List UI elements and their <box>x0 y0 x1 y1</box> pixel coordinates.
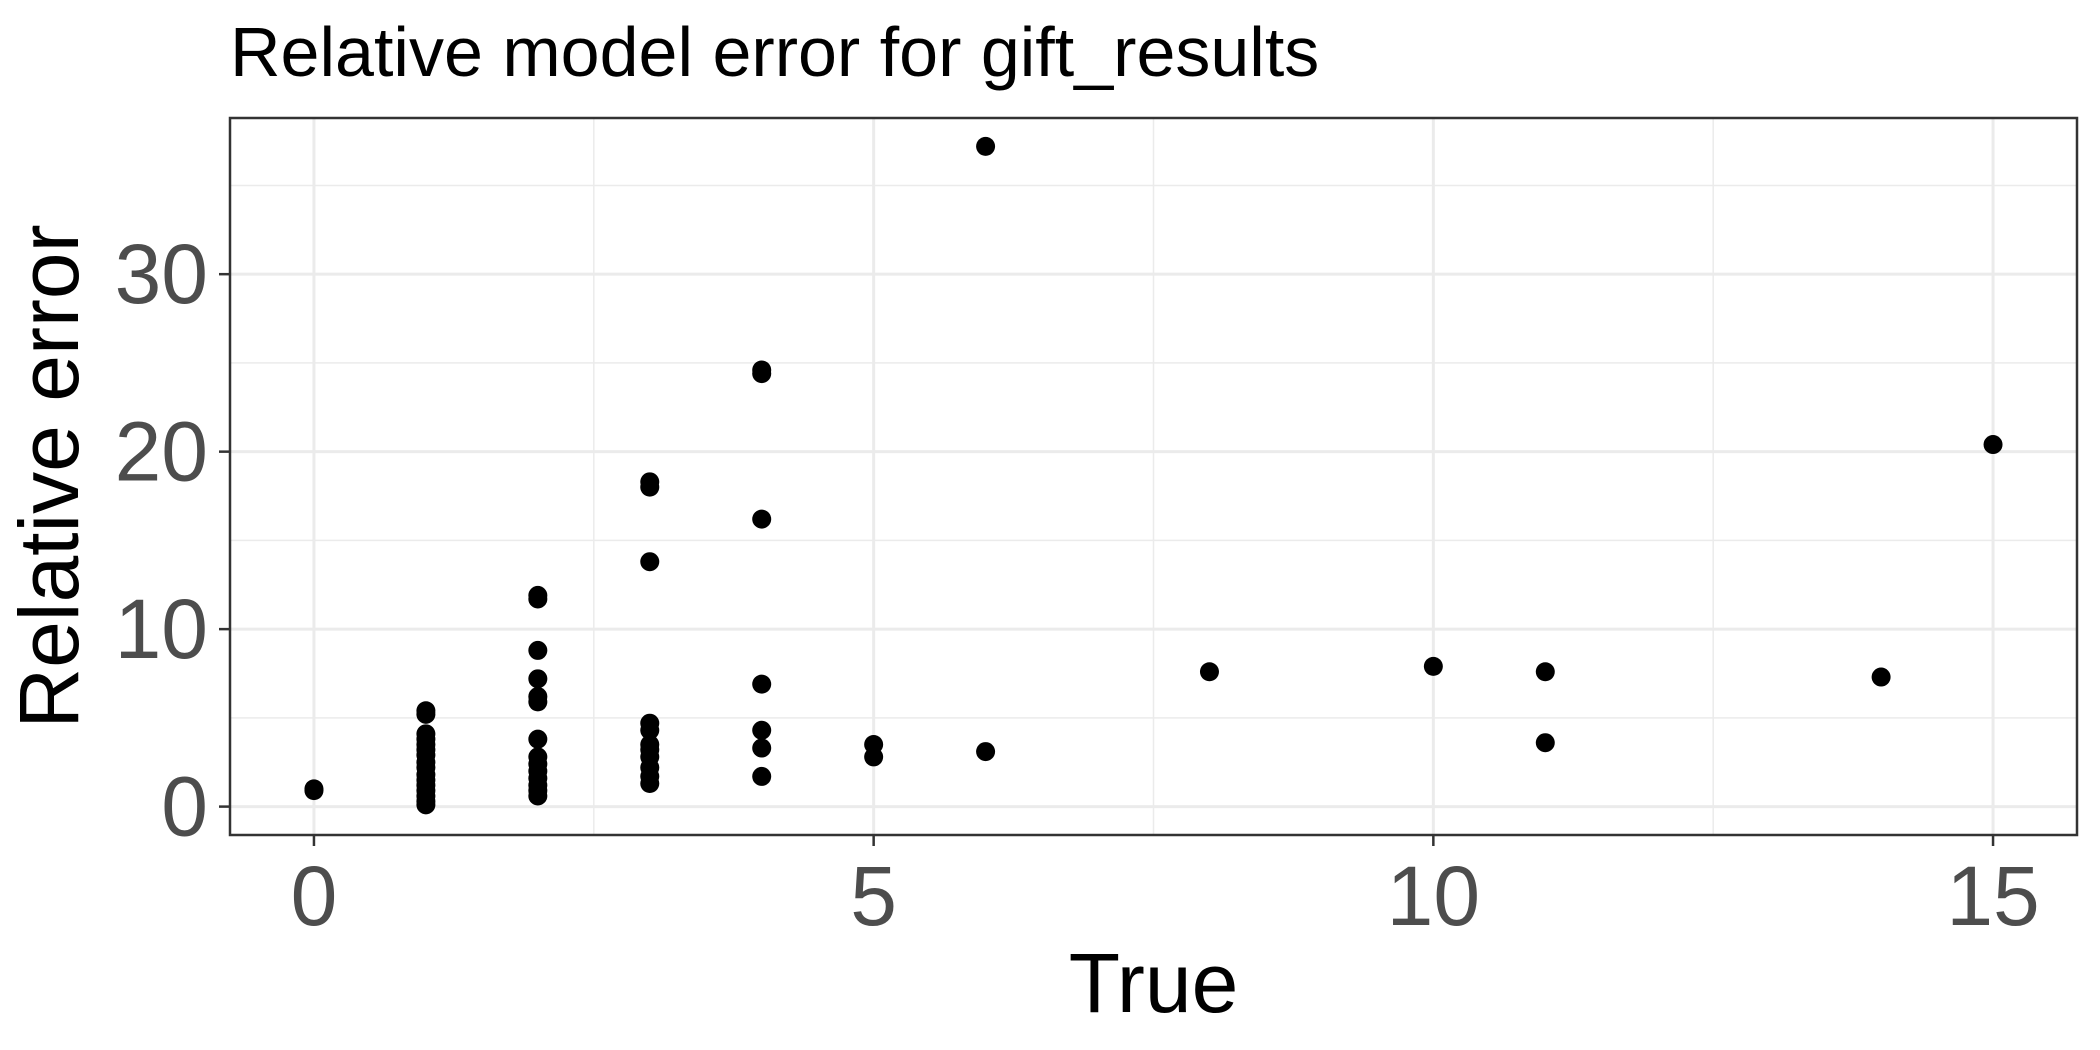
x-tick-label: 5 <box>850 849 897 943</box>
data-point <box>528 786 548 806</box>
data-point <box>304 781 324 801</box>
chart-title: Relative model error for gift_results <box>230 13 1319 91</box>
x-tick-label: 0 <box>291 849 338 943</box>
data-point <box>528 640 548 660</box>
data-point <box>976 136 996 156</box>
y-tick-label: 30 <box>115 227 208 321</box>
x-tick-label: 10 <box>1387 849 1480 943</box>
data-point <box>1983 435 2003 455</box>
x-axis-title: True <box>1069 936 1239 1030</box>
data-point <box>752 738 772 758</box>
data-point <box>752 674 772 694</box>
data-point <box>528 589 548 609</box>
data-point <box>528 669 548 689</box>
data-point <box>864 747 884 767</box>
data-point <box>528 692 548 712</box>
data-point <box>1535 662 1555 682</box>
data-point <box>416 795 436 815</box>
y-tick-label: 10 <box>115 582 208 676</box>
data-point <box>1535 733 1555 753</box>
data-point <box>752 509 772 529</box>
y-axis-title: Relative error <box>2 224 96 728</box>
data-point <box>640 552 660 572</box>
data-point <box>752 766 772 786</box>
data-point <box>528 729 548 749</box>
plot-panel-border <box>228 116 2079 837</box>
data-point <box>640 720 660 740</box>
data-point <box>1423 656 1443 676</box>
data-point <box>416 704 436 724</box>
y-tick-label: 0 <box>161 760 208 854</box>
data-point <box>752 364 772 384</box>
grid-lines <box>230 118 2077 835</box>
x-axis: 0 5 10 15 <box>291 835 2040 943</box>
data-point <box>640 774 660 794</box>
data-point <box>640 477 660 497</box>
y-tick-label: 20 <box>115 405 208 499</box>
data-point <box>1199 662 1219 682</box>
data-points <box>304 136 2003 815</box>
data-point <box>1871 667 1891 687</box>
x-tick-label: 15 <box>1946 849 2039 943</box>
data-point <box>976 742 996 762</box>
data-point <box>752 720 772 740</box>
y-axis: 0 10 20 30 <box>115 227 230 854</box>
